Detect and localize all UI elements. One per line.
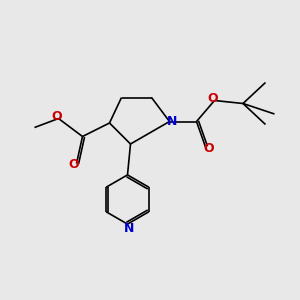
Text: N: N <box>167 115 178 128</box>
Text: O: O <box>208 92 218 105</box>
Text: O: O <box>203 142 214 155</box>
Text: N: N <box>124 222 134 235</box>
Text: O: O <box>52 110 62 123</box>
Text: O: O <box>68 158 79 172</box>
